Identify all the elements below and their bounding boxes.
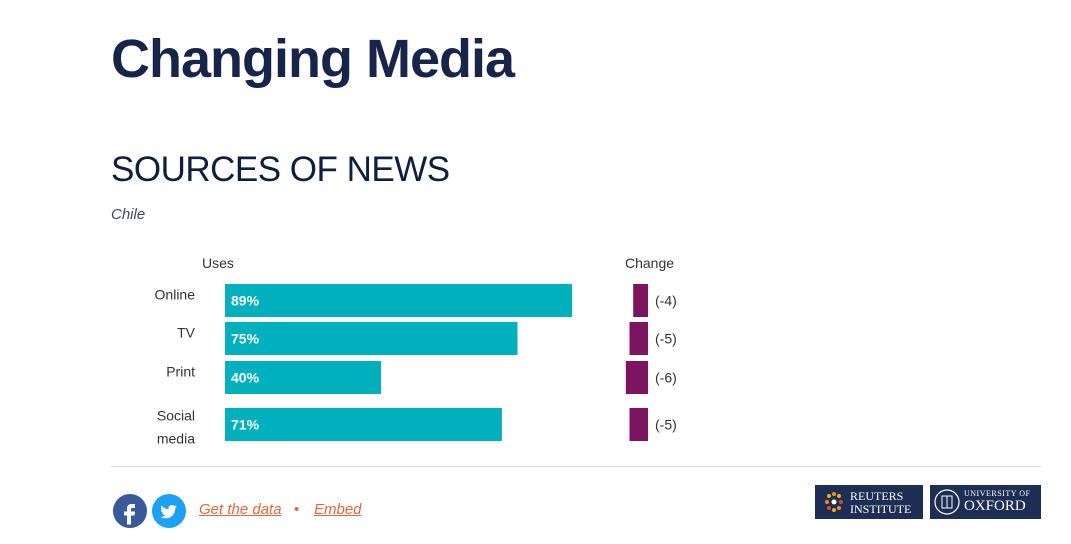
category-label: Social: [157, 408, 195, 424]
oxford-logo-line2: OXFORD: [964, 498, 1026, 514]
oxford-crest-icon: [934, 489, 960, 515]
reuters-dots-icon: [825, 492, 843, 512]
uses-value-label: 89%: [231, 293, 260, 309]
change-column-header: Change: [625, 255, 674, 271]
get-the-data-link[interactable]: Get the data: [199, 501, 282, 518]
reuters-institute-logo[interactable]: REUTERS INSTITUTE: [815, 485, 923, 519]
uses-value-label: 40%: [231, 370, 260, 386]
change-bar: [629, 408, 648, 441]
university-of-oxford-logo[interactable]: UNIVERSITY OF OXFORD: [930, 485, 1041, 519]
uses-value-label: 75%: [231, 331, 260, 347]
uses-bar: [225, 322, 518, 355]
facebook-icon: [124, 504, 135, 525]
reuters-logo-line1: REUTERS: [850, 489, 904, 503]
category-label-line2: media: [157, 431, 195, 447]
uses-bar: [225, 361, 381, 394]
change-value-label: (-5): [655, 417, 677, 433]
oxford-logo-line1: UNIVERSITY OF: [964, 489, 1031, 498]
category-label: Online: [155, 287, 196, 303]
uses-value-label: 71%: [231, 417, 260, 433]
change-value-label: (-5): [655, 331, 677, 347]
change-bar: [625, 361, 648, 394]
embed-link[interactable]: Embed: [314, 501, 362, 518]
chart-subtitle: Chile: [111, 206, 146, 223]
twitter-icon: [160, 505, 177, 519]
link-separator: •: [294, 501, 300, 518]
change-bar: [629, 322, 648, 355]
uses-bar: [225, 408, 502, 441]
reuters-logo-line2: INSTITUTE: [850, 502, 912, 516]
facebook-share-button[interactable]: [113, 494, 147, 528]
footer-divider: [111, 466, 1041, 467]
uses-bar: [225, 284, 573, 317]
twitter-share-button[interactable]: [152, 494, 186, 528]
page-title: Changing Media: [111, 29, 515, 89]
change-value-label: (-6): [655, 370, 677, 386]
category-label: TV: [177, 325, 196, 341]
section-title: SOURCES OF NEWS: [111, 150, 450, 189]
category-label: Print: [166, 364, 195, 380]
change-value-label: (-4): [655, 293, 677, 309]
sources-of-news-chart: Uses Change Online 89% (-4) TV 75% (-5) Print 40%…: [155, 255, 677, 447]
change-bar: [633, 284, 648, 317]
uses-column-header: Uses: [202, 255, 234, 271]
